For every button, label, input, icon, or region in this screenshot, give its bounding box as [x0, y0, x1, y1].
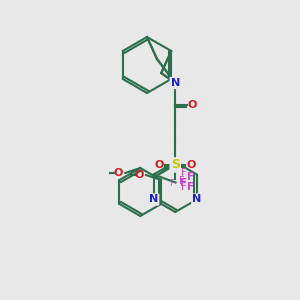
Text: N: N — [171, 78, 180, 88]
Text: F: F — [181, 169, 186, 178]
Text: O: O — [114, 168, 123, 178]
Text: F: F — [187, 172, 194, 182]
Text: O: O — [187, 160, 196, 170]
Text: N: N — [149, 194, 158, 205]
Text: F: F — [169, 179, 174, 188]
Text: O: O — [154, 160, 164, 170]
Text: F: F — [181, 182, 186, 193]
Text: O: O — [134, 170, 144, 180]
Text: F: F — [187, 182, 194, 193]
Text: S: S — [171, 158, 180, 172]
Text: F: F — [180, 178, 187, 188]
Text: F: F — [178, 176, 184, 185]
Text: N: N — [192, 194, 202, 205]
Text: O: O — [188, 100, 197, 110]
